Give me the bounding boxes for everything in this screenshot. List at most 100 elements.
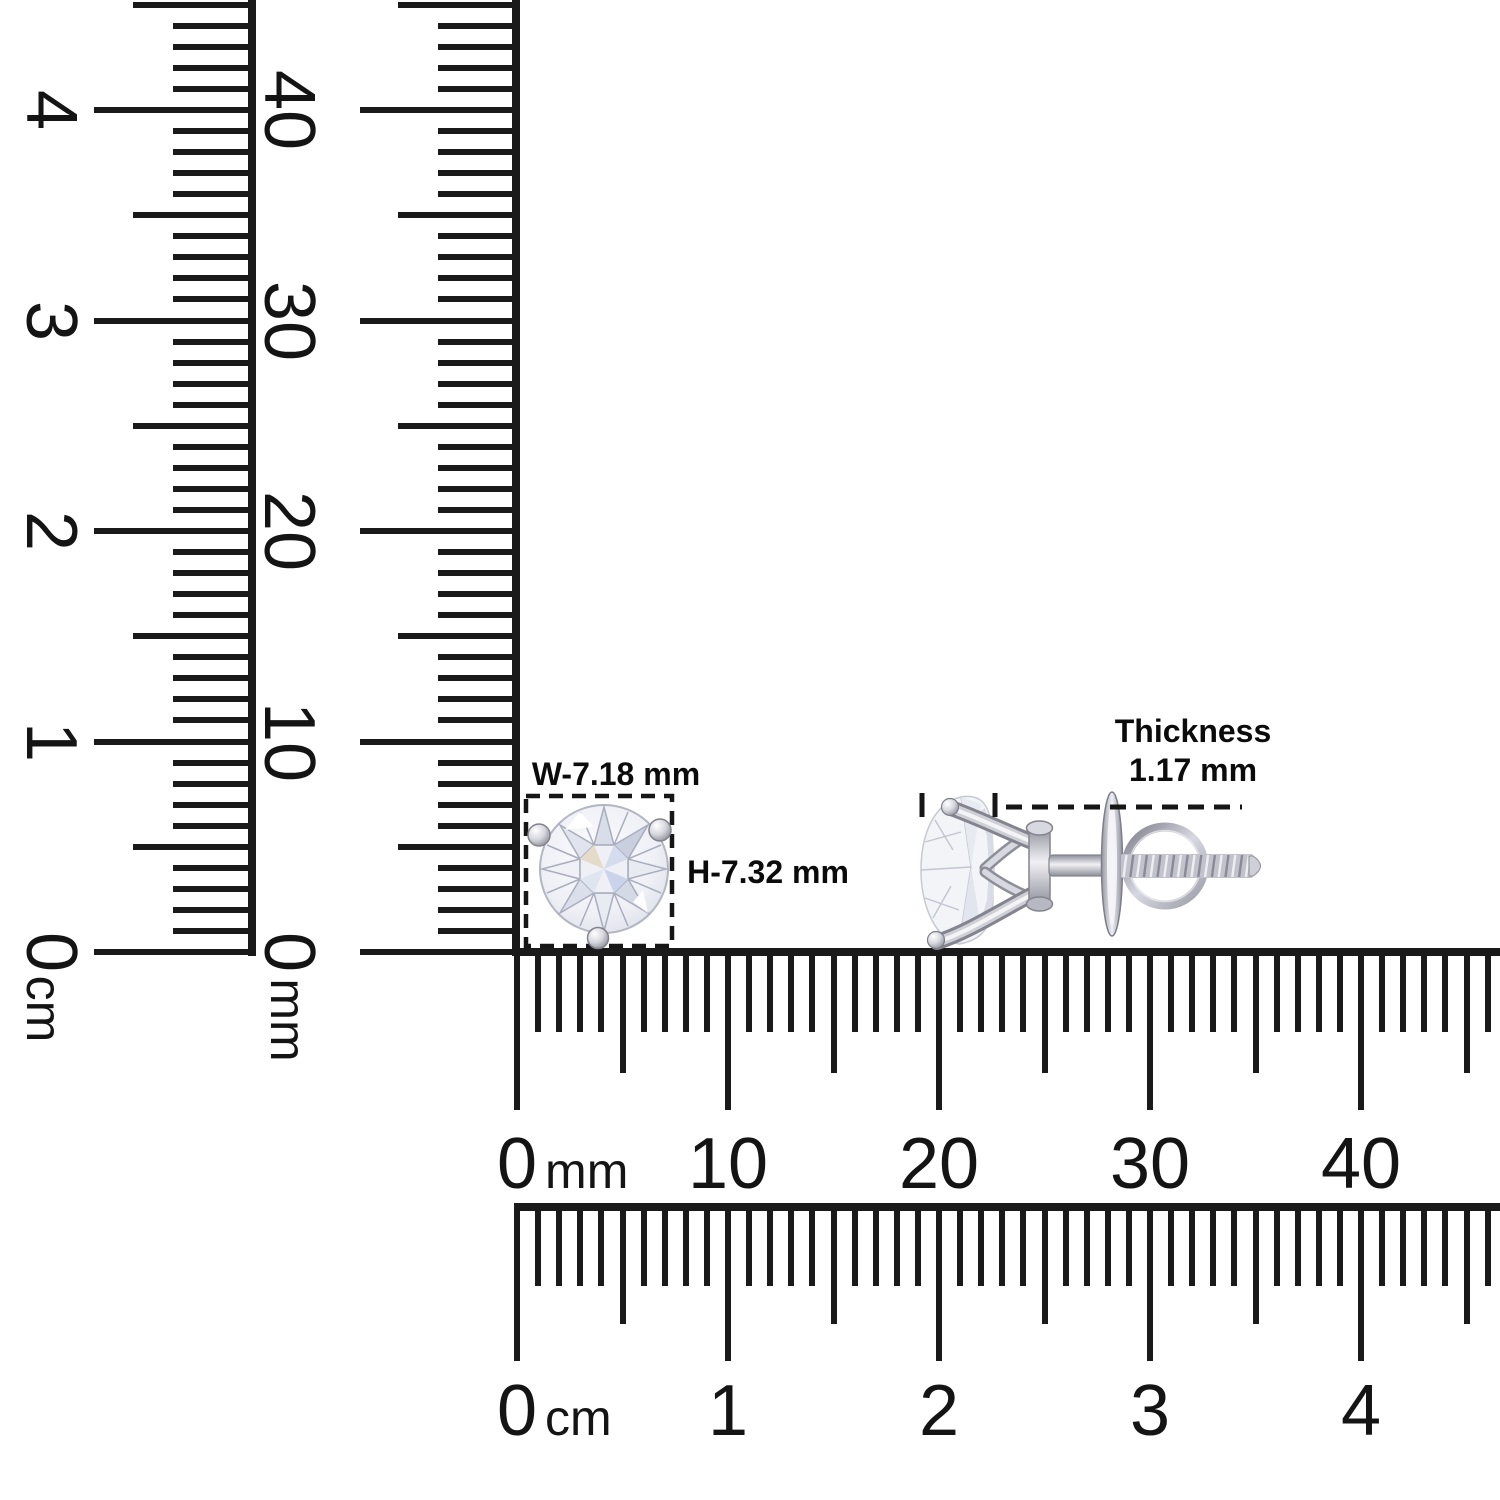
ruler-tick bbox=[438, 296, 516, 303]
ruler-tick bbox=[1273, 952, 1280, 1032]
ruler-tick bbox=[173, 780, 252, 787]
ruler-tick bbox=[398, 212, 516, 219]
screw-thread bbox=[1176, 854, 1183, 878]
ruler-tick bbox=[1147, 1207, 1153, 1361]
ruler-tick bbox=[999, 952, 1006, 1032]
ruler-number: 30 bbox=[1109, 1124, 1191, 1204]
ruler-tick bbox=[1294, 952, 1301, 1032]
ruler-tick bbox=[438, 191, 516, 198]
ruler-tick bbox=[893, 1207, 900, 1286]
ruler-tick bbox=[914, 952, 921, 1032]
ruler-tick bbox=[1358, 1207, 1364, 1361]
ruler-tick bbox=[1189, 952, 1196, 1032]
ruler-tick bbox=[438, 885, 516, 892]
ruler-tick bbox=[173, 864, 252, 871]
ruler-tick bbox=[173, 401, 252, 408]
ruler-baseline bbox=[512, 0, 520, 956]
ruler-tick bbox=[1273, 1207, 1280, 1286]
prong-ball-upper-left bbox=[527, 823, 551, 847]
ruler-tick bbox=[360, 949, 516, 955]
ruler-tick bbox=[746, 1207, 753, 1286]
ruler-tick bbox=[788, 952, 795, 1032]
screw-thread bbox=[1122, 854, 1128, 878]
ruler-tick bbox=[1125, 1207, 1132, 1286]
ruler-tick bbox=[535, 952, 542, 1032]
girdle-band bbox=[979, 808, 995, 930]
ruler-number: 1 bbox=[11, 721, 91, 762]
ruler-tick bbox=[173, 443, 252, 450]
ruler-tick bbox=[703, 1207, 710, 1286]
ruler-tick bbox=[1358, 952, 1364, 1110]
screw-thread bbox=[1203, 854, 1210, 878]
ruler-tick bbox=[893, 952, 900, 1032]
ruler-tick bbox=[1168, 1207, 1175, 1286]
ruler-tick bbox=[1463, 1207, 1470, 1324]
ruler-tick bbox=[1020, 952, 1027, 1032]
ruler-tick bbox=[598, 952, 605, 1032]
ruler-tick bbox=[438, 443, 516, 450]
thickness-dimension-label: Thickness 1.17 mm bbox=[1115, 712, 1272, 790]
ruler-number: 4 bbox=[11, 89, 91, 131]
ruler-tick bbox=[173, 675, 252, 682]
ruler-number: 0 bbox=[11, 931, 91, 973]
ruler-tick bbox=[173, 549, 252, 556]
front-diamond bbox=[527, 804, 672, 950]
threaded-screw-post bbox=[1121, 854, 1262, 878]
ruler-tick bbox=[438, 864, 516, 871]
ruler-tick bbox=[173, 654, 252, 661]
ruler-tick bbox=[173, 296, 252, 303]
ruler-baseline bbox=[248, 0, 256, 956]
ruler-tick bbox=[438, 233, 516, 240]
ruler-tick bbox=[173, 591, 252, 598]
ruler-tick bbox=[1463, 952, 1470, 1073]
ruler-tick bbox=[133, 843, 252, 850]
ruler-tick bbox=[133, 212, 252, 219]
screw-thread bbox=[1190, 854, 1196, 878]
ruler-tick bbox=[173, 822, 252, 829]
screw-threads bbox=[1122, 854, 1251, 878]
ruler-number: 0 cm bbox=[497, 1371, 612, 1451]
ruler-tick bbox=[1252, 952, 1259, 1073]
thickness-title: Thickness bbox=[1114, 713, 1272, 749]
ruler-tick bbox=[1104, 952, 1111, 1032]
ruler-tick bbox=[682, 1207, 689, 1286]
ruler-tick bbox=[438, 22, 516, 29]
ruler-tick bbox=[360, 317, 516, 324]
ruler-tick bbox=[438, 717, 516, 724]
screw-thread bbox=[1142, 854, 1149, 878]
ruler-tick bbox=[1336, 1207, 1343, 1286]
ruler-number: 20 bbox=[898, 1124, 980, 1204]
side-prong-tip-top bbox=[940, 797, 960, 817]
ruler-number: 3 bbox=[1129, 1371, 1171, 1451]
prong-ball-upper-right bbox=[648, 818, 672, 842]
ruler-tick bbox=[1484, 1207, 1491, 1286]
ruler-tick bbox=[619, 952, 626, 1073]
ruler-tick bbox=[1083, 1207, 1090, 1286]
ruler-tick bbox=[133, 633, 252, 640]
ruler-tick bbox=[788, 1207, 795, 1286]
ruler-tick bbox=[173, 170, 252, 177]
prong-basket bbox=[929, 800, 1043, 950]
ruler-tick bbox=[438, 43, 516, 50]
ruler-tick bbox=[398, 633, 516, 640]
ruler-tick bbox=[957, 952, 964, 1032]
ruler-tick bbox=[438, 675, 516, 682]
screw-thread bbox=[1217, 854, 1223, 878]
ruler-tick bbox=[438, 801, 516, 808]
ruler-tick bbox=[438, 506, 516, 513]
screw-tip bbox=[1248, 855, 1262, 877]
ruler-tick bbox=[438, 485, 516, 492]
ruler-tick bbox=[1400, 952, 1407, 1032]
ruler-number: 20 bbox=[249, 490, 329, 572]
ruler-tick bbox=[438, 149, 516, 156]
ruler-tick bbox=[173, 696, 252, 703]
ruler-number: 2 bbox=[11, 510, 91, 552]
ruler-tick bbox=[851, 952, 858, 1032]
ruler-tick bbox=[577, 1207, 584, 1286]
ruler-tick bbox=[438, 380, 516, 387]
ruler-unit: mm bbox=[545, 1143, 629, 1199]
height-dimension-label: H-7.32 mm bbox=[687, 853, 849, 890]
thickness-value: 1.17 mm bbox=[1128, 752, 1258, 788]
ruler-tick bbox=[577, 952, 584, 1032]
ruler-tick bbox=[438, 927, 516, 934]
